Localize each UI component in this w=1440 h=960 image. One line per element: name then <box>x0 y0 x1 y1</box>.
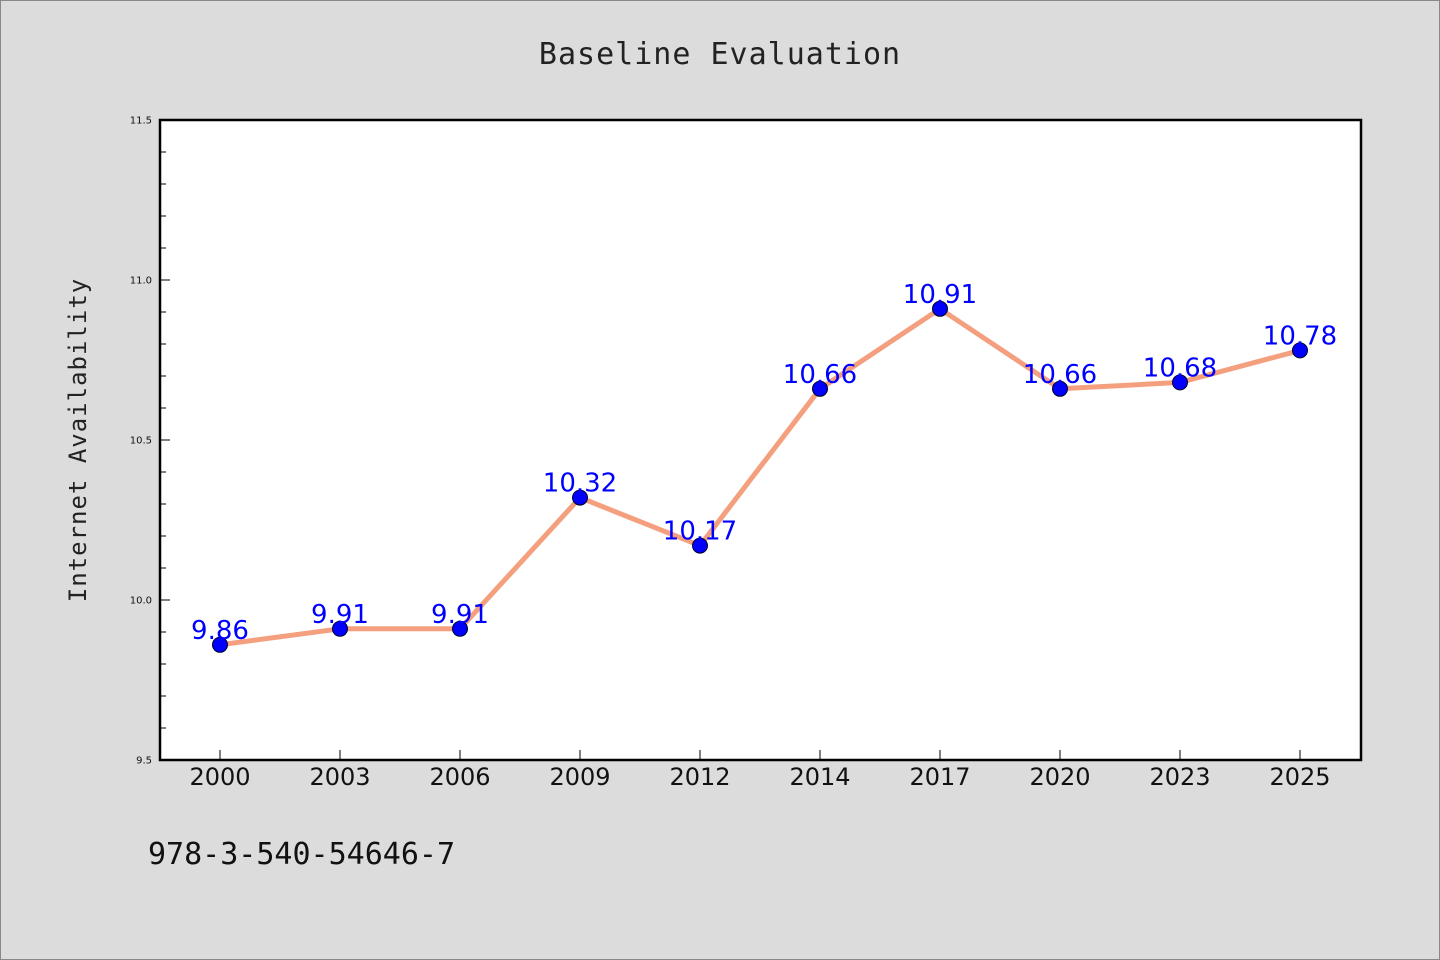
data-label: 10.32 <box>543 469 617 499</box>
data-point <box>932 300 948 317</box>
data-point <box>572 489 588 506</box>
y-tick-label: 11.5 <box>130 116 152 127</box>
data-label: 10.66 <box>783 360 857 390</box>
data-label: 10.68 <box>1143 353 1217 383</box>
data-label: 9.86 <box>191 616 249 646</box>
x-tick-label: 2000 <box>189 763 250 791</box>
x-tick-label: 2014 <box>789 763 850 791</box>
y-tick-label: 11.0 <box>130 276 152 287</box>
marker-layer <box>212 300 1308 653</box>
x-tick-label: 2006 <box>429 763 490 791</box>
x-tick-label: 2020 <box>1029 763 1090 791</box>
data-label: 9.91 <box>311 600 369 630</box>
data-label: 10.78 <box>1263 321 1337 351</box>
x-tick-label: 2023 <box>1149 763 1210 791</box>
data-label: 9.91 <box>431 600 489 630</box>
x-tick-label: 2017 <box>909 763 970 791</box>
footnote-isbn: 978-3-540-54646-7 <box>148 837 455 872</box>
data-label: 10.66 <box>1023 360 1097 390</box>
y-axis-label: Internet Availability <box>64 278 92 602</box>
y-tick-label: 10.0 <box>130 596 152 607</box>
data-label: 10.91 <box>903 280 977 310</box>
data-point <box>812 380 828 397</box>
x-tick-label: 2012 <box>669 763 730 791</box>
y-tick-label: 10.5 <box>130 436 152 447</box>
chart-title: Baseline Evaluation <box>539 37 901 72</box>
x-tick-label: 2025 <box>1269 763 1330 791</box>
plot-area <box>158 118 1363 762</box>
x-tick-label: 2003 <box>309 763 370 791</box>
data-point <box>212 636 228 653</box>
data-point <box>692 537 708 554</box>
data-point <box>1292 342 1308 359</box>
series-line <box>217 306 1303 648</box>
data-label-layer: 9.86 9.91 9.91 10.32 10.17 10.66 10.91 10.66 10.… <box>191 280 1337 646</box>
x-axis: 2000 2003 2006 2009 2012 2014 2017 2020 2023 2025 <box>189 750 1331 791</box>
data-point <box>332 620 348 637</box>
data-point <box>1052 380 1068 397</box>
data-label: 10.17 <box>663 517 737 547</box>
y-axis: 9.5 10.0 10.5 11.0 11.5 <box>130 116 170 767</box>
data-point <box>452 620 468 637</box>
series-layer <box>217 306 1303 648</box>
x-tick-label: 2009 <box>549 763 610 791</box>
data-point <box>1172 374 1188 391</box>
y-tick-label: 9.5 <box>136 756 152 767</box>
